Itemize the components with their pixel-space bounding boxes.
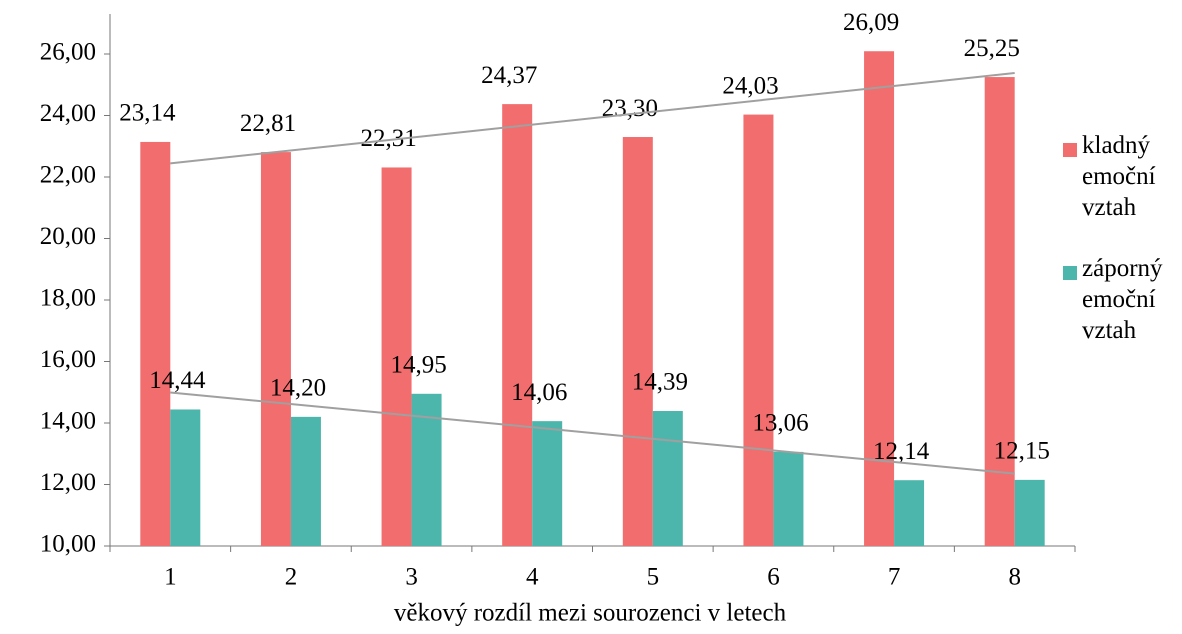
bar — [140, 141, 171, 546]
value-label: 24,03 — [722, 72, 778, 99]
value-label: 23,14 — [119, 100, 176, 127]
y-tick-label: 10,00 — [40, 531, 96, 558]
trendline — [170, 72, 1015, 165]
legend-swatch — [1063, 143, 1077, 157]
y-tick-label: 12,00 — [40, 469, 96, 496]
x-tick-label: 2 — [285, 564, 298, 591]
y-tick-label: 26,00 — [40, 39, 96, 66]
x-tick-label: 8 — [1008, 564, 1021, 591]
bar — [652, 411, 683, 546]
x-tick-label: 4 — [526, 564, 539, 591]
x-tick-label: 1 — [164, 564, 177, 591]
bar — [864, 51, 895, 547]
value-label: 14,20 — [270, 375, 326, 402]
bar — [894, 480, 925, 546]
value-label: 26,09 — [843, 9, 899, 36]
bar — [290, 416, 321, 546]
value-label: 23,30 — [602, 95, 658, 122]
bar — [502, 104, 533, 546]
bar — [170, 409, 201, 546]
value-label: 13,06 — [752, 410, 808, 437]
bar — [984, 77, 1015, 546]
value-label: 14,06 — [511, 379, 567, 406]
legend-label: záporný emoční vztah — [1082, 255, 1163, 344]
value-label: 12,15 — [994, 438, 1050, 465]
value-label: 22,81 — [240, 110, 296, 137]
legend-swatch — [1063, 266, 1077, 280]
value-label: 14,95 — [390, 352, 446, 379]
bar — [622, 137, 653, 546]
y-tick-label: 16,00 — [40, 346, 96, 373]
bar — [743, 114, 774, 546]
bar — [411, 393, 442, 546]
trendline — [170, 391, 1015, 475]
bar — [532, 421, 563, 546]
bar — [1014, 479, 1045, 546]
value-label: 24,37 — [481, 62, 537, 89]
y-tick-label: 22,00 — [40, 162, 96, 189]
y-tick-label: 18,00 — [40, 285, 96, 312]
value-label: 25,25 — [964, 35, 1020, 62]
bar — [381, 167, 412, 546]
bar — [773, 451, 804, 546]
y-tick-label: 14,00 — [40, 408, 96, 435]
x-tick-label: 5 — [647, 564, 660, 591]
x-axis-title: věkový rozdíl mezi sourozenci v letech — [394, 600, 787, 627]
value-label: 14,39 — [632, 369, 688, 396]
x-tick-label: 7 — [888, 564, 901, 591]
y-tick-label: 24,00 — [40, 100, 96, 127]
x-tick-label: 3 — [405, 564, 418, 591]
y-tick-label: 20,00 — [40, 223, 96, 250]
legend-label: kladný emoční vztah — [1082, 132, 1156, 221]
value-label: 14,44 — [149, 367, 206, 394]
bar — [260, 152, 291, 546]
x-tick-label: 6 — [767, 564, 780, 591]
